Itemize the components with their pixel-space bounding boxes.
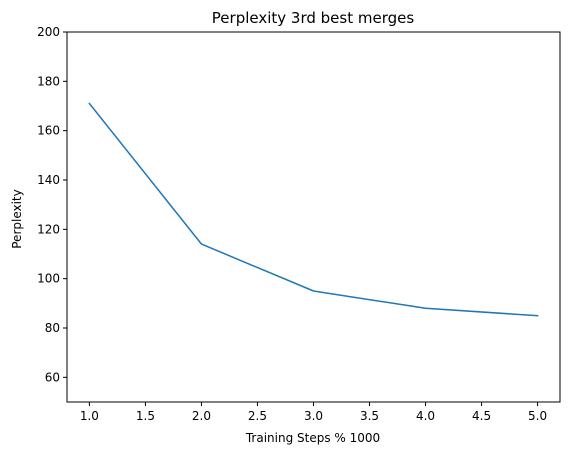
x-tick-label: 1.5 xyxy=(136,409,155,423)
x-axis-ticks: 1.0 1.5 2.0 2.5 3.0 3.5 4.0 4.5 5.0 xyxy=(80,402,547,423)
x-tick-label: 3.0 xyxy=(304,409,323,423)
series-layer xyxy=(88,102,539,317)
series-line xyxy=(88,102,539,317)
x-tick-label: 3.5 xyxy=(360,409,379,423)
y-tick-label: 80 xyxy=(45,321,60,335)
x-tick-label: 4.0 xyxy=(416,409,435,423)
x-tick-label: 1.0 xyxy=(80,409,99,423)
y-tick-label: 100 xyxy=(37,272,60,286)
x-tick-label: 5.0 xyxy=(528,409,547,423)
x-tick-label: 2.0 xyxy=(192,409,211,423)
y-tick-label: 120 xyxy=(37,222,60,236)
plot-frame xyxy=(66,31,561,403)
plot-area xyxy=(66,31,561,403)
y-tick-label: 200 xyxy=(37,25,60,39)
x-axis-label: Training Steps % 1000 xyxy=(245,431,380,445)
y-tick-label: 140 xyxy=(37,173,60,187)
y-tick-label: 160 xyxy=(37,124,60,138)
y-tick-label: 60 xyxy=(45,370,60,384)
chart-title: Perplexity 3rd best merges xyxy=(212,9,415,27)
y-axis-ticks: 60 80 100 120 140 160 180 200 xyxy=(37,25,67,384)
x-tick-label: 4.5 xyxy=(472,409,491,423)
x-tick-label: 2.5 xyxy=(248,409,267,423)
y-axis-label: Perplexity xyxy=(10,189,24,249)
y-tick-label: 180 xyxy=(37,74,60,88)
